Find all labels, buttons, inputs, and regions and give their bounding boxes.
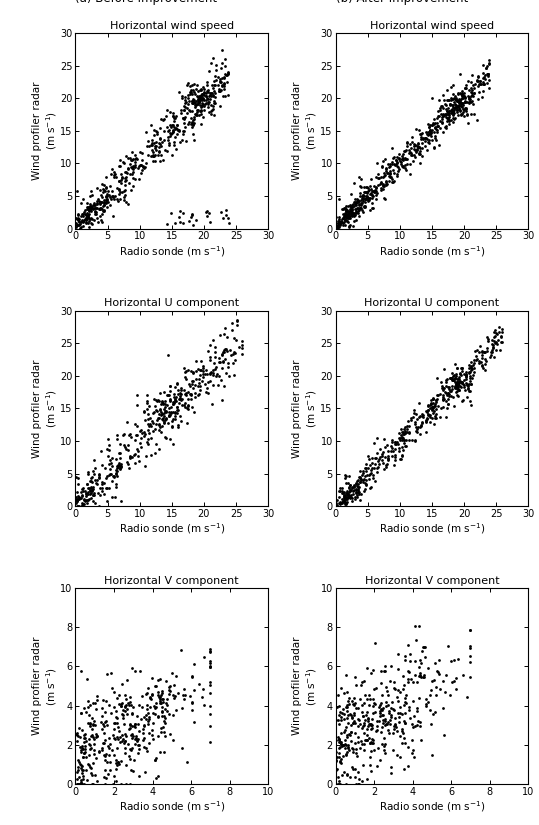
Title: Horizontal V component: Horizontal V component — [364, 576, 499, 586]
Title: Horizontal V component: Horizontal V component — [105, 576, 239, 586]
Title: Horizontal wind speed: Horizontal wind speed — [370, 21, 494, 31]
Y-axis label: Wind profiler radar
(m s$^{-1}$): Wind profiler radar (m s$^{-1}$) — [292, 359, 319, 458]
Y-axis label: Wind profiler radar
(m s$^{-1}$): Wind profiler radar (m s$^{-1}$) — [32, 82, 59, 180]
Text: (a) Before improvement: (a) Before improvement — [75, 0, 218, 5]
X-axis label: Radio sonde (m s$^{-1}$): Radio sonde (m s$^{-1}$) — [119, 521, 225, 536]
Y-axis label: Wind profiler radar
(m s$^{-1}$): Wind profiler radar (m s$^{-1}$) — [32, 637, 59, 735]
Title: Horizontal U component: Horizontal U component — [104, 299, 239, 309]
Title: Horizontal U component: Horizontal U component — [364, 299, 500, 309]
X-axis label: Radio sonde (m s$^{-1}$): Radio sonde (m s$^{-1}$) — [379, 521, 485, 536]
Y-axis label: Wind profiler radar
(m s$^{-1}$): Wind profiler radar (m s$^{-1}$) — [292, 637, 319, 735]
X-axis label: Radio sonde (m s$^{-1}$): Radio sonde (m s$^{-1}$) — [379, 244, 485, 259]
Y-axis label: Wind profiler radar
(m s$^{-1}$): Wind profiler radar (m s$^{-1}$) — [292, 82, 319, 180]
X-axis label: Radio sonde (m s$^{-1}$): Radio sonde (m s$^{-1}$) — [119, 244, 225, 259]
Text: (b) After improvement: (b) After improvement — [336, 0, 468, 5]
X-axis label: Radio sonde (m s$^{-1}$): Radio sonde (m s$^{-1}$) — [379, 799, 485, 814]
Y-axis label: Wind profiler radar
(m s$^{-1}$): Wind profiler radar (m s$^{-1}$) — [32, 359, 59, 458]
Title: Horizontal wind speed: Horizontal wind speed — [110, 21, 234, 31]
X-axis label: Radio sonde (m s$^{-1}$): Radio sonde (m s$^{-1}$) — [119, 799, 225, 814]
